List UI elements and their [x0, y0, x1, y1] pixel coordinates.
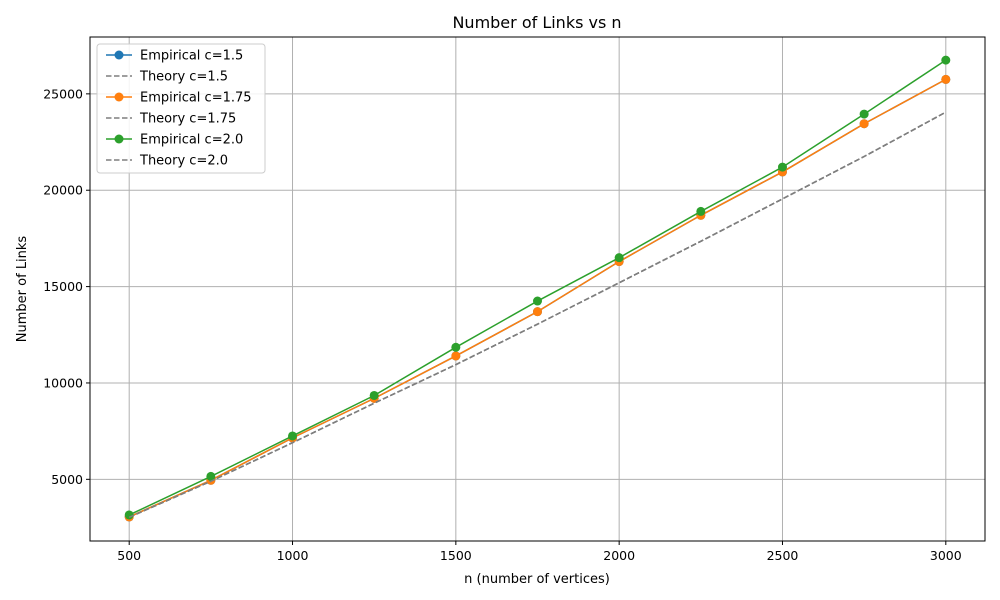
legend-marker [114, 50, 124, 60]
ticks: 500 1000 1500 2000 2500 3000 5000 10000 15000 200… [43, 86, 962, 563]
series-5 [128, 111, 947, 518]
series-4 [124, 55, 951, 520]
x-tick-label: 1500 [440, 548, 472, 563]
data-point [124, 510, 134, 520]
y-tick-label: 5000 [51, 472, 83, 487]
y-tick-label: 20000 [43, 183, 83, 198]
data-point [859, 109, 869, 119]
y-axis-label: Number of Links [15, 236, 30, 343]
chart-title: Number of Links vs n [452, 13, 621, 32]
legend-item: Theory c=1.5 [106, 70, 228, 85]
data-point [941, 74, 951, 84]
y-tick-label: 10000 [43, 375, 83, 390]
data-point [859, 119, 869, 129]
x-tick-label: 500 [117, 548, 141, 563]
x-tick-label: 2000 [603, 548, 635, 563]
legend-marker [114, 134, 124, 144]
legend-box [96, 43, 266, 174]
series-line [128, 111, 947, 518]
x-tick-label: 2500 [767, 548, 799, 563]
y-tick-label: 25000 [43, 86, 83, 101]
legend-item: Empirical c=1.5 [106, 49, 243, 64]
data-point [369, 390, 379, 400]
legend-item: Theory c=2.0 [106, 154, 228, 169]
legend-marker [114, 92, 124, 102]
data-point [941, 55, 951, 65]
data-point [696, 206, 706, 216]
data-point [614, 253, 624, 263]
data-point [451, 351, 461, 361]
legend-label: Theory c=1.75 [139, 112, 236, 127]
data-point [288, 431, 298, 441]
x-tick-label: 1000 [277, 548, 309, 563]
legend-label: Empirical c=1.75 [140, 91, 252, 106]
legend: Empirical c=1.5 Theory c=1.5 Empirical c=1… [96, 43, 266, 174]
legend-item: Empirical c=1.75 [106, 91, 252, 106]
legend-label: Empirical c=2.0 [140, 133, 243, 148]
legend-label: Theory c=1.5 [139, 70, 228, 85]
data-point [451, 342, 461, 352]
legend-label: Empirical c=1.5 [140, 49, 243, 64]
series-layer [124, 55, 951, 522]
plot-frame [89, 36, 986, 542]
legend-item: Theory c=1.75 [106, 112, 236, 127]
data-point [533, 307, 542, 317]
data-point [777, 162, 787, 172]
x-tick-label: 3000 [930, 548, 962, 563]
legend-item: Empirical c=2.0 [106, 133, 243, 148]
x-axis-label: n (number of vertices) [464, 572, 610, 587]
legend-label: Theory c=2.0 [139, 154, 228, 169]
data-point [533, 296, 542, 306]
data-point [206, 471, 216, 481]
y-tick-label: 15000 [43, 279, 83, 294]
